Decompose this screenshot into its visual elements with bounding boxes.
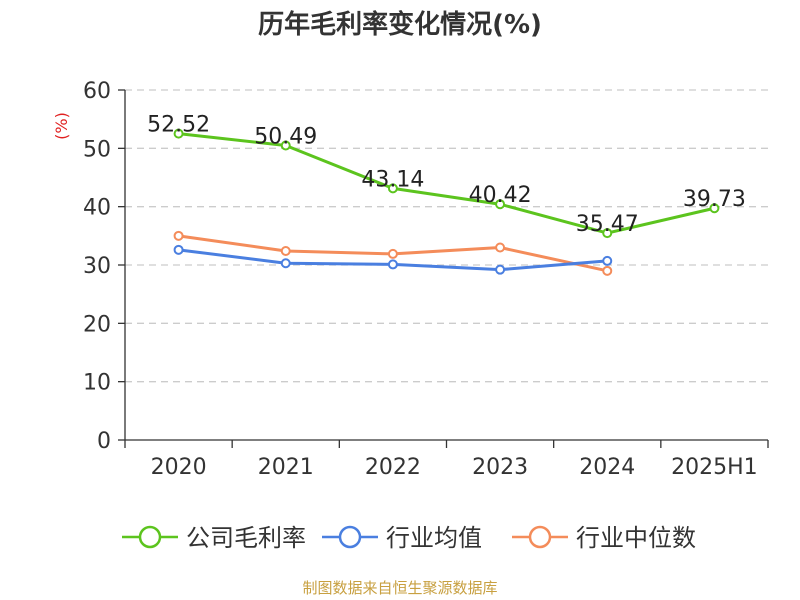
data-label: 52.52 — [147, 113, 210, 138]
series-line-0 — [178, 132, 715, 235]
axes: 0 10 20 30 40 50 60 2020 2021 2022 2023 2024 2025H1 — [83, 79, 769, 480]
legend-marker-icon — [138, 525, 162, 549]
data-point[interactable] — [173, 230, 184, 241]
y-tick-label: 0 — [97, 429, 111, 454]
x-tick-label: 2020 — [151, 455, 207, 480]
y-tick-label: 10 — [83, 371, 111, 396]
x-tick-label: 2022 — [365, 455, 421, 480]
series-layer — [173, 128, 720, 276]
data-point[interactable] — [602, 255, 613, 266]
legend-label: 公司毛利率 — [186, 524, 306, 552]
legend-marker-icon — [528, 525, 552, 549]
y-tick-label: 60 — [83, 79, 111, 104]
data-point[interactable] — [280, 258, 291, 269]
data-point[interactable] — [173, 128, 184, 139]
x-tick-label: 2023 — [472, 455, 528, 480]
data-point[interactable] — [495, 199, 506, 210]
data-label: 39.73 — [683, 187, 746, 212]
legend-item-1[interactable]: 行业均值 — [322, 524, 482, 552]
data-point[interactable] — [280, 140, 291, 151]
legend-item-2[interactable]: 行业中位数 — [512, 524, 696, 552]
data-point[interactable] — [280, 246, 291, 256]
data-label: 40.42 — [469, 183, 532, 208]
y-axis-label: (%) — [52, 112, 71, 140]
y-tick-label: 50 — [83, 137, 111, 162]
data-label: 50.49 — [254, 124, 317, 149]
legend-marker-icon — [338, 525, 362, 549]
data-label: 43.14 — [361, 167, 424, 192]
data-point[interactable] — [387, 248, 398, 259]
data-label: 35.47 — [576, 212, 639, 237]
legend-label: 行业均值 — [386, 524, 482, 552]
data-point[interactable] — [709, 203, 720, 214]
source-note: 制图数据来自恒生聚源数据库 — [302, 579, 497, 597]
y-tick-label: 30 — [83, 254, 111, 279]
data-labels: 52.52 50.49 43.14 40.42 35.47 39.73 — [147, 113, 746, 237]
y-tick-label: 40 — [83, 196, 111, 221]
data-point[interactable] — [173, 244, 184, 255]
chart-title: 历年毛利率变化情况(%) — [258, 9, 542, 40]
grid-lines — [125, 89, 768, 383]
data-point[interactable] — [602, 228, 613, 239]
data-point[interactable] — [495, 242, 506, 253]
legend-label: 行业中位数 — [576, 524, 696, 552]
data-point[interactable] — [387, 183, 398, 194]
x-tick-label: 2024 — [579, 455, 635, 480]
x-tick-label: 2021 — [258, 455, 314, 480]
data-point[interactable] — [387, 259, 398, 270]
legend[interactable]: 公司毛利率 行业均值 行业中位数 — [122, 524, 696, 552]
legend-item-0[interactable]: 公司毛利率 — [122, 524, 306, 552]
data-point[interactable] — [495, 264, 506, 275]
x-tick-label: 2025H1 — [671, 455, 758, 480]
data-point[interactable] — [602, 265, 613, 276]
y-tick-label: 20 — [83, 312, 111, 337]
